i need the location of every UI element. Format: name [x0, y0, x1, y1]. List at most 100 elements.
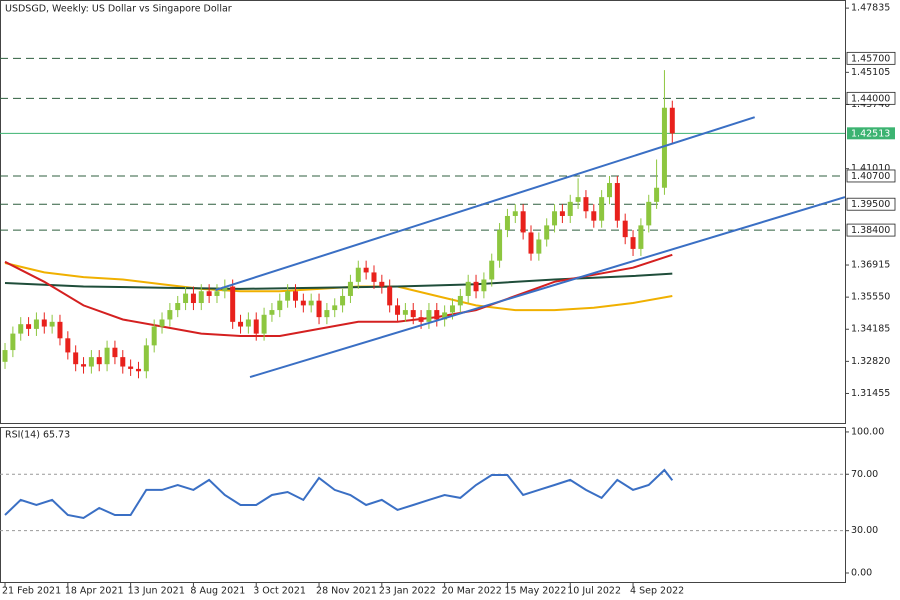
x-tick-label: 10 Jul 2022	[567, 586, 621, 597]
rsi-title: RSI(14) 65.73	[5, 430, 70, 441]
candle-body	[661, 107, 667, 188]
candle-body	[81, 364, 87, 367]
candle-body	[18, 324, 24, 334]
candle-body	[638, 225, 644, 249]
candle-body	[481, 279, 487, 292]
candle-body	[128, 366, 134, 369]
candle-body	[536, 239, 542, 254]
candle-body	[599, 197, 605, 221]
x-tick-label: 18 Apr 2021	[65, 586, 124, 597]
candle-body	[308, 300, 314, 306]
trend-line	[249, 196, 845, 379]
candle-body	[355, 267, 361, 282]
candle-body	[622, 220, 628, 238]
candle-body	[410, 310, 416, 318]
candle-body	[230, 286, 236, 322]
candle-body	[591, 211, 597, 221]
candle-body	[630, 237, 636, 249]
candle-body	[238, 321, 244, 327]
y-tick-label: 1.47835	[851, 3, 890, 14]
price-panel	[0, 0, 846, 424]
candle-body	[473, 281, 479, 292]
candle-body	[497, 230, 503, 261]
candle-body	[434, 310, 440, 320]
rsi-tick-label: 100.00	[851, 426, 884, 437]
candle-body	[512, 211, 518, 216]
candle-body	[57, 321, 63, 339]
candle-body	[654, 187, 660, 202]
candle-body	[371, 272, 377, 282]
candle-body	[442, 312, 448, 320]
candle-body	[120, 357, 126, 367]
candle-body	[559, 211, 565, 216]
candle-body	[379, 281, 385, 287]
candle-body	[26, 324, 32, 329]
candle-body	[418, 317, 424, 322]
candle-body	[300, 300, 306, 306]
candle-body	[528, 232, 534, 254]
level-label: 1.39500	[851, 199, 890, 210]
y-tick-label: 1.36915	[851, 260, 890, 271]
candle-body	[552, 211, 558, 226]
candle-body	[112, 347, 118, 358]
level-label: 1.38400	[851, 225, 890, 236]
y-tick-label: 1.34185	[851, 324, 890, 335]
y-tick-label: 1.32820	[851, 356, 890, 367]
candle-body	[457, 295, 463, 306]
candle-body	[10, 333, 16, 351]
level-label-box	[846, 91, 896, 105]
candle-body	[402, 310, 408, 315]
candle-body	[49, 321, 55, 327]
candle-body	[614, 183, 620, 221]
candle-body	[489, 260, 495, 280]
candle-body	[316, 300, 322, 318]
level-label-box	[846, 169, 896, 183]
level-label-box	[846, 223, 896, 237]
candle-body	[96, 357, 102, 365]
x-tick-label: 28 Nov 2021	[316, 586, 377, 597]
candle-body	[520, 211, 526, 233]
candle-body	[2, 350, 8, 362]
candle-body	[340, 295, 346, 306]
x-tick-label: 23 Jan 2022	[379, 586, 436, 597]
candle-body	[347, 281, 353, 296]
candle-body	[646, 201, 652, 226]
candle-body	[575, 197, 581, 202]
rsi-panel	[0, 427, 846, 583]
candle-body	[41, 319, 47, 327]
y-tick-label: 1.45105	[851, 67, 890, 78]
candle-body	[159, 319, 165, 327]
x-tick-label: 20 Mar 2022	[442, 586, 502, 597]
candle-body	[190, 293, 196, 304]
candle-body	[245, 319, 251, 327]
candle-body	[65, 338, 71, 353]
candle-body	[292, 291, 298, 301]
x-tick-label: 4 Sep 2022	[630, 586, 684, 597]
x-tick-label: 8 Aug 2021	[190, 586, 245, 597]
candle-body	[198, 291, 204, 304]
candle-body	[33, 319, 39, 329]
level-label: 1.45700	[851, 53, 890, 64]
candle-body	[206, 291, 212, 296]
y-tick-label: 1.35550	[851, 292, 890, 303]
candle-body	[167, 310, 173, 320]
y-tick-label: 1.41010	[851, 163, 890, 174]
candle-body	[277, 300, 283, 311]
current-price-box	[847, 127, 895, 140]
rsi-tick-label: 70.00	[851, 469, 878, 480]
candle-body	[324, 310, 330, 318]
candle-body	[669, 107, 675, 134]
candle-body	[214, 291, 220, 296]
rsi-tick-label: 0.00	[851, 567, 872, 578]
rsi-line	[4, 468, 674, 520]
y-tick-label: 1.31455	[851, 388, 890, 399]
candle-body	[135, 368, 141, 372]
level-label: 1.40700	[851, 171, 890, 182]
moving-average	[4, 253, 673, 337]
x-tick-label: 3 Oct 2021	[253, 586, 306, 597]
candle-body	[261, 314, 267, 334]
candle-body	[104, 347, 110, 365]
x-tick-label: 13 Jun 2021	[128, 586, 185, 597]
chart-title: USDSGD, Weekly: US Dollar vs Singapore D…	[5, 4, 232, 15]
